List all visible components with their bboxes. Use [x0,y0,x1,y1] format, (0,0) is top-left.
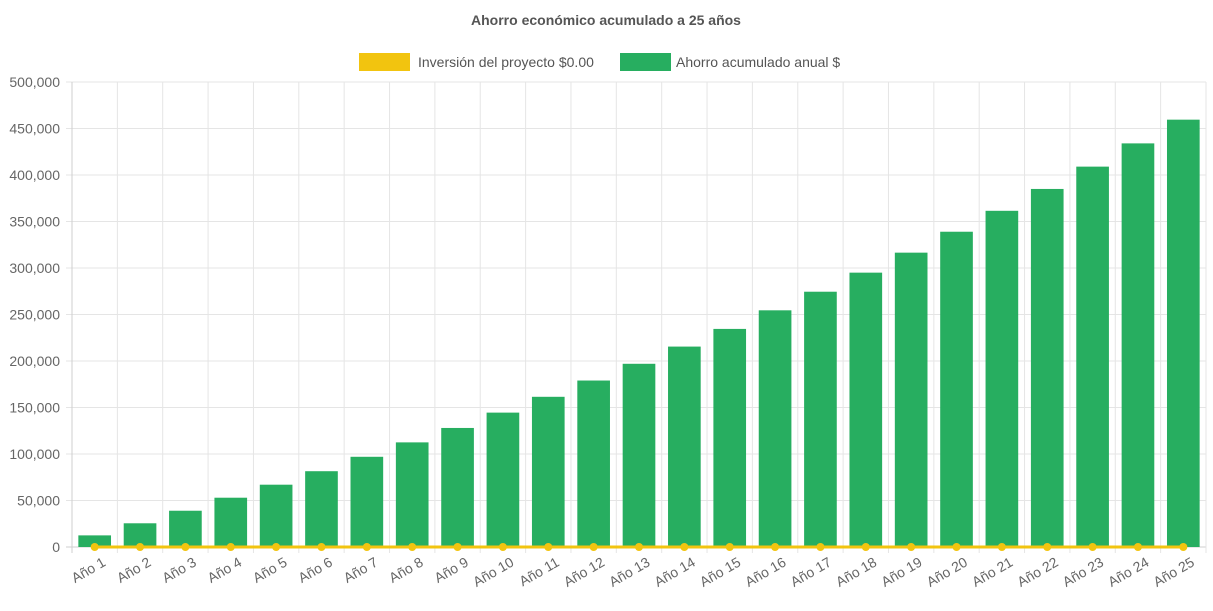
investment-point [544,543,553,551]
y-tick-label: 350,000 [9,214,60,230]
bar-Año 24 [1121,143,1155,547]
bar-Año 4 [214,497,248,547]
investment-point [408,543,417,551]
bar-Año 13 [622,363,656,547]
investment-point [589,543,598,551]
bar-Año 20 [940,231,973,548]
investment-point [1179,543,1188,551]
investment-point [680,543,689,551]
y-tick-label: 150,000 [9,400,60,416]
y-tick-label: 200,000 [9,353,60,369]
investment-point [317,543,326,551]
x-tick-label: Año 3 [159,554,199,586]
investment-point [771,543,780,551]
bar-Año 14 [668,346,701,547]
x-tick-label: Año 25 [1150,554,1197,590]
x-tick-label: Año 7 [341,554,381,586]
investment-point [226,543,235,551]
legend: Inversión del proyecto $0.00 Ahorro acumu… [359,53,840,71]
investment-point [272,543,281,551]
bar-Año 3 [169,510,202,547]
bar-Año 10 [486,412,520,547]
x-tick-label: Año 10 [470,554,517,590]
x-tick-label: Año 9 [431,554,471,586]
y-tick-label: 50,000 [17,493,60,509]
bar-Año 8 [395,442,429,547]
investment-point [453,543,462,551]
bar-Año 23 [1076,166,1109,547]
bar-Año 21 [985,210,1019,547]
x-tick-label: Año 18 [833,554,880,590]
x-tick-label: Año 24 [1105,554,1152,590]
x-tick-label: Año 17 [788,554,835,590]
bar-Año 19 [894,252,928,547]
investment-point [635,543,643,551]
legend-label-0: Inversión del proyecto $0.00 [418,54,594,70]
bar-Año 5 [259,484,293,547]
legend-swatch-0 [359,53,410,71]
x-tick-label: Año 8 [386,554,426,586]
x-tick-label: Año 23 [1060,554,1107,590]
y-axis-ticks: 0 50,000 100,000 150,000 200,000 250,000 300,0… [9,74,60,555]
x-tick-label: Año 12 [561,554,608,590]
x-tick-label: Año 21 [969,554,1016,590]
bar-Año 6 [305,471,338,547]
x-tick-label: Año 13 [606,554,653,590]
bar-Año 25 [1166,119,1200,547]
bar-Año 9 [441,427,474,547]
x-tick-label: Año 20 [924,554,971,590]
investment-point [952,543,961,551]
bar-Año 22 [1030,188,1064,547]
legend-swatch-1 [620,53,671,71]
y-tick-label: 100,000 [9,446,60,462]
bar-Año 1 [78,535,112,547]
investment-point [362,543,371,551]
bar-Año 11 [531,396,565,547]
investment-point [997,543,1006,551]
x-tick-label: Año 2 [114,554,154,586]
bar-Año 15 [713,328,747,547]
bar-Año 17 [804,291,837,547]
investment-point [725,543,734,551]
bar-Año 7 [350,456,384,547]
x-tick-label: Año 19 [878,554,925,590]
y-tick-label: 450,000 [9,121,60,137]
investment-point [1043,543,1052,551]
line-series [90,543,1188,551]
y-tick-label: 400,000 [9,167,60,183]
chart-title: Ahorro económico acumulado a 25 años [471,12,741,28]
x-tick-label: Año 14 [651,554,698,590]
bar-Año 18 [849,272,883,547]
investment-point [907,543,916,551]
bar-Año 2 [123,523,157,547]
grid [66,81,1207,553]
x-tick-label: Año 5 [250,554,290,586]
x-tick-label: Año 6 [295,554,335,586]
y-tick-label: 0 [52,539,60,555]
x-tick-label: Año 4 [205,554,245,586]
investment-point [1133,543,1142,551]
x-tick-label: Año 1 [68,554,108,586]
legend-label-1: Ahorro acumulado anual $ [676,54,840,70]
investment-point [498,543,507,551]
investment-point [816,543,825,551]
investment-point [861,543,870,551]
y-tick-label: 300,000 [9,260,60,276]
bar-Año 16 [758,310,792,547]
x-tick-label: Año 15 [697,554,744,590]
bar-Año 12 [577,380,610,547]
y-tick-label: 500,000 [9,74,60,90]
bar-series [78,119,1200,548]
investment-point [181,543,190,551]
x-tick-label: Año 22 [1014,554,1061,590]
x-tick-label: Año 11 [516,554,562,590]
investment-point [1088,543,1097,551]
investment-point [136,543,145,551]
x-tick-label: Año 16 [742,554,789,590]
x-axis-ticks: Año 1 Año 2 Año 3 Año 4 Año 5 Año 6 Año 7 Año 8… [68,554,1197,590]
investment-point [90,543,99,551]
y-tick-label: 250,000 [9,307,60,323]
